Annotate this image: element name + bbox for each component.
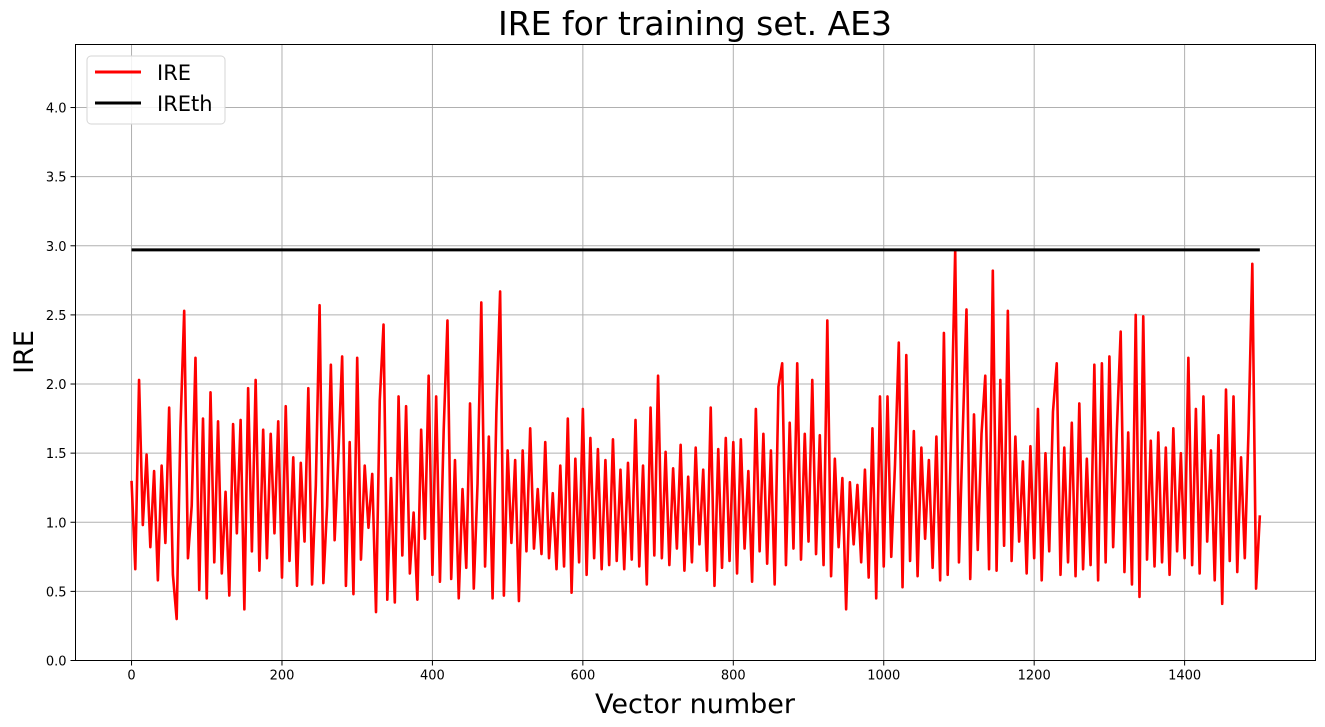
x-tick-label: 1200 [1018, 669, 1051, 684]
x-tick-label: 1000 [867, 669, 900, 684]
y-tick-label: 3.0 [46, 240, 67, 255]
x-tick-label: 200 [270, 669, 295, 684]
grid [75, 44, 1316, 661]
ire-series-line [130, 248, 1262, 621]
series-group [130, 248, 1262, 621]
y-tick-label: 1.0 [46, 516, 67, 531]
plot-frame [75, 44, 1316, 661]
x-tick-label: 600 [570, 669, 595, 684]
x-axis-label: Vector number [595, 689, 796, 720]
x-tick-label: 800 [721, 669, 746, 684]
y-tick-label: 0.0 [46, 655, 67, 670]
x-axis-ticks: 0 200 400 600 800 1000 1200 1400 [127, 660, 1201, 684]
legend: IRE IREth [86, 55, 226, 125]
legend-label-ire: IRE [157, 61, 191, 85]
y-tick-label: 2.5 [46, 309, 67, 324]
x-tick-label: 400 [420, 669, 445, 684]
y-tick-label: 0.5 [46, 585, 67, 600]
legend-label-ireth: IREth [157, 92, 213, 116]
y-axis-ticks: 0.0 0.5 1.0 1.5 2.0 2.5 3.0 3.5 4.0 [46, 102, 76, 670]
y-tick-label: 3.5 [46, 171, 67, 186]
x-tick-label: 1400 [1168, 669, 1201, 684]
y-tick-label: 1.5 [46, 447, 67, 462]
chart-title: IRE for training set. AE3 [498, 4, 892, 43]
y-tick-label: 2.0 [46, 378, 67, 393]
y-axis-label: IRE [9, 330, 40, 374]
y-tick-label: 4.0 [46, 102, 67, 117]
x-tick-label: 0 [127, 669, 135, 684]
